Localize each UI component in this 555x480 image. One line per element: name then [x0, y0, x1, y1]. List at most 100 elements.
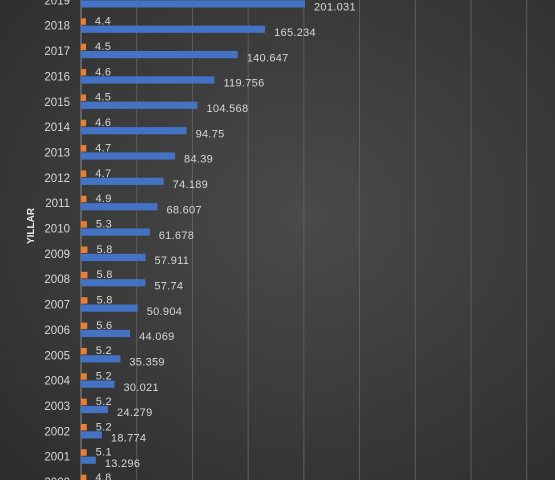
data-label-series1-2016: 4.6 [95, 66, 111, 78]
bar-series1-2007 [81, 297, 88, 304]
data-label-series1-2014: 4.6 [95, 117, 111, 129]
bar-series2-2019 [81, 0, 306, 8]
tick-label-2016: 2016 [44, 71, 70, 83]
data-label-series2-2019: 201.031 [314, 2, 356, 14]
tick-label-2002: 2002 [44, 426, 70, 438]
bar-series1-2011 [81, 195, 87, 203]
data-label-series1-2010: 5.3 [96, 218, 112, 230]
tick-label-2007: 2007 [44, 300, 70, 312]
tick-label-2012: 2012 [44, 173, 70, 185]
data-label-series2-2003: 24.279 [117, 407, 152, 419]
bar-series1-2002 [81, 423, 87, 431]
data-label-series1-2003: 5.2 [96, 396, 112, 408]
data-label-series2-2014: 94.75 [196, 128, 225, 140]
data-label-series2-2002: 18.774 [111, 433, 146, 445]
data-label-series1-2017: 4.5 [95, 41, 111, 53]
tick-label-2000: 2000 [44, 477, 70, 480]
bar-series2-2009 [81, 253, 146, 261]
data-label-series2-2011: 68.607 [166, 204, 201, 216]
data-label-series1-2004: 5.2 [96, 371, 112, 383]
data-label-series2-2004: 30.021 [123, 382, 158, 394]
bar-series2-2017 [81, 51, 238, 59]
bar-series2-2007 [81, 304, 138, 312]
tick-label-2001: 2001 [44, 452, 70, 464]
data-label-series2-2007: 50.904 [147, 306, 182, 318]
data-label-series1-2012: 4.7 [95, 168, 111, 180]
data-label-series2-2017: 140.647 [247, 52, 289, 64]
data-label-series1-2002: 5.2 [96, 421, 112, 433]
data-label-series2-2016: 119.756 [223, 78, 264, 90]
bars [81, 0, 306, 480]
bar-series2-2001 [81, 456, 96, 464]
bar-series1-2010 [81, 221, 87, 228]
tick-label-2006: 2006 [44, 325, 70, 337]
tick-label-2014: 2014 [44, 122, 70, 134]
data-label-series1-2001: 5.1 [96, 447, 112, 459]
data-label-series2-2015: 104.568 [207, 103, 249, 115]
bar-series2-2018 [81, 25, 266, 33]
tick-label-2005: 2005 [44, 350, 70, 362]
bar-series2-2002 [81, 431, 102, 439]
data-label-series2-2005: 35.359 [129, 357, 164, 369]
bar-series2-2016 [81, 76, 215, 84]
bar-series1-2001 [81, 449, 87, 456]
bar-series2-2005 [81, 355, 121, 363]
bar-series1-2008 [81, 271, 88, 279]
data-label-series1-2005: 5.2 [96, 345, 112, 357]
bar-series1-2003 [81, 398, 87, 406]
bar-series1-2015 [81, 94, 87, 101]
y-axis-label: YILLAR [26, 207, 37, 244]
tick-label-2010: 2010 [44, 224, 70, 236]
bar-series1-2006 [81, 322, 88, 330]
data-label-series1-2013: 4.7 [95, 142, 111, 154]
data-label-series1-2018: 4.4 [95, 16, 111, 28]
bar-series1-2005 [81, 347, 87, 355]
tick-label-2015: 2015 [44, 97, 70, 109]
data-label-series1-2000: 4.8 [95, 472, 111, 480]
bar-series1-2004 [81, 373, 87, 380]
tick-label-2003: 2003 [44, 401, 70, 413]
bar-series2-2014 [81, 127, 187, 135]
data-label-series2-2008: 57.74 [154, 280, 183, 292]
bar-series2-2006 [81, 329, 131, 338]
gridlines [136, 0, 528, 480]
tick-label-2009: 2009 [44, 249, 70, 261]
bar-series2-2011 [81, 203, 158, 211]
bar-series2-2015 [81, 101, 198, 109]
data-label-series1-2008: 5.8 [96, 269, 112, 281]
bar-series1-2009 [81, 246, 88, 253]
tick-label-2017: 2017 [44, 46, 70, 58]
tick-label-2013: 2013 [44, 147, 70, 159]
tick-label-2008: 2008 [44, 274, 70, 286]
data-label-series2-2001: 13.296 [105, 458, 140, 470]
tick-label-2018: 2018 [44, 21, 70, 33]
year-tick-labels: 2000 2001 2002 2003 2004 2005 2006 2007 2008 2009… [44, 0, 70, 480]
bar-series1-2013 [81, 145, 87, 152]
tick-label-2011: 2011 [45, 198, 70, 210]
bar-series2-2008 [81, 279, 146, 287]
bar-series1-2017 [81, 43, 87, 51]
bar-series2-2012 [81, 177, 164, 185]
data-labels: 4.88.2485.113.2965.218.7745.224.2795.230… [95, 2, 356, 480]
tick-label-2004: 2004 [44, 376, 70, 388]
bar-series1-2012 [81, 170, 87, 177]
data-label-series2-2018: 165.234 [274, 27, 316, 39]
data-label-series1-2007: 5.8 [96, 295, 112, 307]
data-label-series1-2009: 5.8 [96, 244, 112, 256]
bar-series1-2018 [81, 18, 86, 25]
data-label-series1-2006: 5.6 [96, 320, 112, 332]
bar-series1-2000 [81, 474, 87, 480]
bar-series2-2004 [81, 380, 115, 388]
bar-series2-2013 [81, 152, 176, 160]
bar-series1-2016 [81, 69, 87, 76]
bar-series1-2014 [81, 119, 87, 127]
tick-label-2019: 2019 [44, 0, 70, 7]
data-label-series2-2006: 44.069 [139, 331, 174, 343]
data-label-series1-2015: 4.5 [95, 92, 111, 104]
data-label-series2-2012: 74.189 [173, 179, 208, 191]
bar-series2-2010 [81, 228, 150, 236]
data-label-series2-2009: 57.911 [155, 255, 190, 267]
bar-series2-2003 [81, 405, 109, 414]
data-label-series1-2011: 4.9 [95, 193, 111, 205]
